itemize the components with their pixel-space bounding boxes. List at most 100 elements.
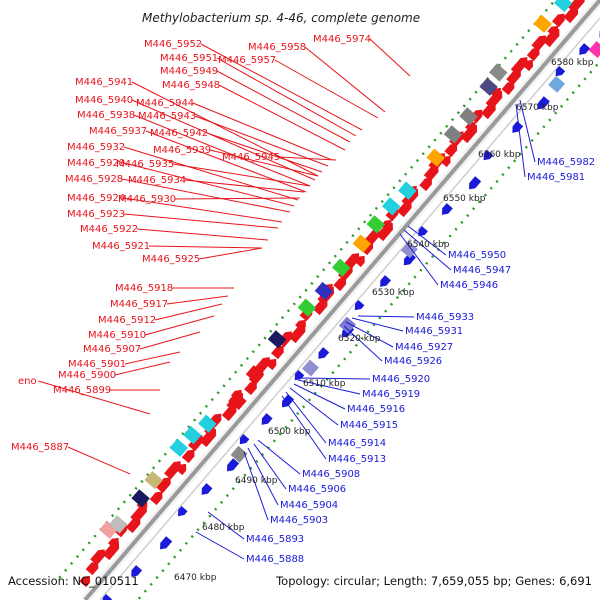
- reverse-gene-label[interactable]: M446_5947: [453, 265, 511, 276]
- reverse-gene-label[interactable]: M446_5946: [440, 280, 498, 291]
- forward-gene-label[interactable]: M446_5951: [160, 53, 218, 64]
- reverse-cds-arrow: [380, 275, 392, 287]
- forward-gene-leader: [192, 102, 333, 161]
- forward-gene-label[interactable]: M446_5923: [67, 209, 125, 220]
- reverse-gene-label[interactable]: M446_5926: [384, 356, 442, 367]
- forward-gene-label[interactable]: M446_5940: [75, 95, 133, 106]
- forward-gene-label[interactable]: M446_5918: [115, 283, 173, 294]
- reverse-feature-block: [230, 445, 248, 463]
- forward-cds-arrow: [175, 463, 187, 476]
- forward-cds-arrow: [364, 229, 380, 246]
- reverse-gene-label[interactable]: M446_5950: [448, 250, 506, 261]
- reverse-cds-arrow: [178, 506, 188, 517]
- forward-gene-leader: [174, 197, 301, 200]
- forward-gene-leader: [145, 130, 307, 193]
- forward-gene-label[interactable]: M446_5930: [118, 194, 176, 205]
- forward-cds-arrow: [568, 0, 585, 14]
- forward-gene-label[interactable]: M446_5907: [83, 344, 141, 355]
- reverse-gene-leader: [519, 99, 536, 163]
- forward-gene-label[interactable]: M446_5917: [110, 299, 168, 310]
- label-leaders: [38, 38, 536, 560]
- forward-gene-label[interactable]: M446_5944: [136, 98, 194, 109]
- forward-gene-label[interactable]: M446_5949: [160, 66, 218, 77]
- forward-gene-label[interactable]: M446_5912: [98, 315, 156, 326]
- forward-gene-label[interactable]: M446_5922: [80, 224, 138, 235]
- reverse-gene-leader: [289, 387, 339, 426]
- forward-gene-label[interactable]: M446_5901: [68, 359, 126, 370]
- reverse-cds-arrow: [226, 458, 240, 472]
- forward-gene-label[interactable]: M446_5948: [162, 80, 220, 91]
- feature-block: [297, 298, 317, 317]
- forward-gene-label[interactable]: M446_5934: [128, 175, 186, 186]
- reverse-gene-label[interactable]: M446_5981: [527, 172, 585, 183]
- forward-gene-label[interactable]: M446_5952: [144, 39, 202, 50]
- genome-title: Methylobacterium sp. 4-46, complete geno…: [142, 11, 420, 25]
- forward-gene-label[interactable]: M446_5937: [89, 126, 147, 137]
- reverse-gene-label[interactable]: M446_5906: [288, 484, 346, 495]
- reverse-gene-label[interactable]: M446_5927: [395, 342, 453, 353]
- feature-block: [366, 215, 386, 234]
- forward-cds-arrow: [501, 81, 515, 96]
- reverse-gene-label[interactable]: M446_5913: [328, 454, 386, 465]
- reverse-gene-label[interactable]: M446_5914: [328, 438, 386, 449]
- forward-gene-label[interactable]: M446_5945: [222, 152, 280, 163]
- reverse-gene-label[interactable]: M446_5933: [416, 312, 474, 323]
- kbp-tick-label: 6550 kbp: [443, 194, 486, 204]
- forward-gene-leader: [216, 70, 351, 143]
- forward-gene-label[interactable]: M446_5899: [53, 385, 111, 396]
- reverse-gene-label[interactable]: M446_5904: [280, 500, 338, 511]
- reverse-gene-label[interactable]: M446_5982: [537, 157, 595, 168]
- forward-gene-label[interactable]: M446_5932: [67, 142, 125, 153]
- kbp-tick-label: 6530 kbp: [372, 288, 415, 298]
- forward-gene-label[interactable]: M446_5929: [67, 158, 125, 169]
- forward-gene-label[interactable]: M446_5941: [75, 77, 133, 88]
- forward-gene-label[interactable]: M446_5939: [153, 145, 211, 156]
- forward-gene-label[interactable]: M446_5958: [248, 42, 306, 53]
- forward-cds-arrow: [244, 381, 257, 396]
- forward-gene-label[interactable]: M446_5910: [88, 330, 146, 341]
- reverse-gene-leader: [195, 531, 245, 560]
- forward-gene-label[interactable]: M446_5887: [11, 442, 69, 453]
- forward-gene-leader: [67, 446, 131, 475]
- forward-gene-label[interactable]: M446_5925: [142, 254, 200, 265]
- reverse-gene-label[interactable]: M446_5920: [372, 374, 430, 385]
- forward-gene-label[interactable]: M446_5938: [77, 110, 135, 121]
- forward-gene-label[interactable]: M446_5928: [65, 174, 123, 185]
- feature-block: [479, 77, 498, 96]
- feature-tracks: [58, 0, 600, 600]
- reverse-gene-label[interactable]: M446_5915: [340, 420, 398, 431]
- reverse-cds-arrow: [403, 252, 416, 266]
- reverse-gene-label[interactable]: M446_5916: [347, 404, 405, 415]
- reverse-gene-leader: [285, 391, 327, 444]
- feature-block: [169, 438, 188, 457]
- forward-gene-label[interactable]: eno: [18, 376, 37, 387]
- forward-gene-leader: [198, 247, 263, 260]
- reverse-gene-leader: [257, 439, 301, 475]
- forward-gene-label[interactable]: M446_5943: [138, 111, 196, 122]
- topology-label: Topology: circular; Length: 7,659,055 bp…: [275, 574, 592, 588]
- kbp-tick-label: 6570 kbp: [516, 103, 559, 113]
- forward-gene-leader: [148, 245, 263, 249]
- forward-gene-label[interactable]: M446_5935: [116, 159, 174, 170]
- forward-gene-label[interactable]: M446_5924: [67, 193, 125, 204]
- forward-cds-arrow: [271, 345, 284, 360]
- forward-gene-label[interactable]: M446_5921: [92, 241, 150, 252]
- forward-gene-label[interactable]: M446_5957: [218, 55, 276, 66]
- feature-block: [443, 125, 463, 144]
- reverse-gene-leader: [247, 447, 279, 506]
- reverse-gene-label[interactable]: M446_5903: [270, 515, 328, 526]
- forward-gene-label[interactable]: M446_5974: [313, 34, 371, 45]
- reverse-gene-label[interactable]: M446_5908: [302, 469, 360, 480]
- reverse-gene-label[interactable]: M446_5919: [362, 389, 420, 400]
- forward-gene-label[interactable]: M446_5900: [58, 370, 116, 381]
- kbp-tick-label: 6480 kbp: [202, 523, 245, 533]
- forward-gene-leader: [209, 149, 319, 177]
- forward-gene-leader: [154, 303, 223, 321]
- reverse-gene-leader: [345, 321, 394, 348]
- forward-gene-label[interactable]: M446_5942: [150, 128, 208, 139]
- reverse-gene-label[interactable]: M446_5893: [246, 534, 304, 545]
- reverse-gene-label[interactable]: M446_5888: [246, 554, 304, 565]
- reverse-gene-leader: [293, 383, 346, 410]
- feature-block: [553, 0, 573, 13]
- reverse-gene-label[interactable]: M446_5931: [405, 326, 463, 337]
